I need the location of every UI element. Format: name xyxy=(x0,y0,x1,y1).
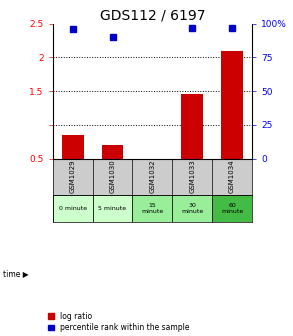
Bar xyxy=(102,145,123,159)
Bar xyxy=(62,135,84,159)
Bar xyxy=(212,195,252,222)
Text: 30
minute: 30 minute xyxy=(181,203,203,213)
Bar xyxy=(172,195,212,222)
Text: 5 minute: 5 minute xyxy=(98,206,127,211)
Text: 60
minute: 60 minute xyxy=(221,203,243,213)
Text: GSM1029: GSM1029 xyxy=(70,160,76,194)
Bar xyxy=(53,195,93,222)
Text: GSM1030: GSM1030 xyxy=(110,160,115,194)
Text: GSM1034: GSM1034 xyxy=(229,160,235,194)
Text: 0 minute: 0 minute xyxy=(59,206,87,211)
Text: time ▶: time ▶ xyxy=(3,269,28,278)
Bar xyxy=(93,195,132,222)
Text: GSM1032: GSM1032 xyxy=(149,160,155,194)
Bar xyxy=(181,94,203,159)
Legend: log ratio, percentile rank within the sample: log ratio, percentile rank within the sa… xyxy=(48,312,190,332)
Text: 15
minute: 15 minute xyxy=(141,203,163,213)
Bar xyxy=(221,50,243,159)
Text: GSM1033: GSM1033 xyxy=(189,160,195,194)
Bar xyxy=(132,195,172,222)
Title: GDS112 / 6197: GDS112 / 6197 xyxy=(100,8,205,23)
